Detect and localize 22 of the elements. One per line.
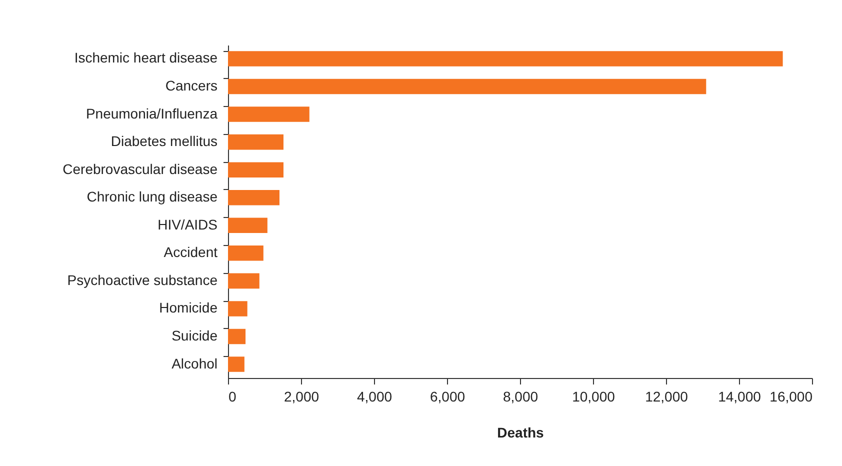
- y-tick-label: Chronic lung disease: [86, 188, 218, 205]
- y-tick-label: Psychoactive substance: [67, 272, 218, 288]
- x-tick-label: 12,000: [645, 388, 688, 404]
- y-tick-label: Homicide: [159, 300, 218, 316]
- x-tick-label: 6,000: [430, 388, 466, 404]
- x-tick-label: 10,000: [572, 388, 616, 404]
- x-tick-label: 4,000: [356, 388, 392, 404]
- x-axis-title: Deaths: [497, 424, 544, 440]
- y-tick-label: Pneumonia/Influenza: [86, 105, 218, 122]
- x-tick-label: 8,000: [502, 388, 538, 404]
- y-tick-label: Diabetes mellitus: [110, 133, 218, 150]
- y-tick-label: HIV/AIDS: [158, 216, 218, 232]
- x-tick-label: 0: [228, 388, 236, 404]
- y-tick-label: Accident: [164, 244, 218, 260]
- y-tick-label: Cancers: [165, 78, 218, 94]
- y-tick-label: Alcohol: [172, 355, 218, 372]
- x-tick-label: 14,000: [718, 388, 762, 404]
- x-tick-label: 2,000: [284, 388, 320, 404]
- x-tick-label: 16,000: [770, 388, 813, 404]
- y-tick-label: Cerebrovascular disease: [62, 160, 218, 177]
- y-tick-label: Ischemic heart disease: [74, 50, 218, 66]
- y-tick-label: Suicide: [172, 327, 218, 344]
